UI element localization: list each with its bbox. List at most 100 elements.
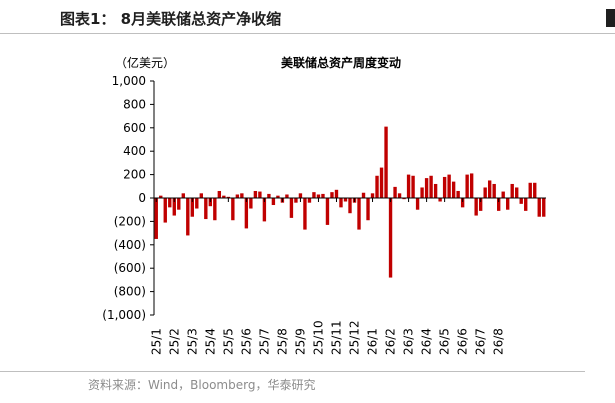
bar (492, 183, 496, 198)
bar (186, 198, 190, 236)
bar (393, 186, 397, 198)
bar (447, 174, 451, 198)
bar (321, 193, 325, 198)
y-tick-label: 800 (123, 97, 146, 111)
x-tick-label: 25/1 (149, 328, 163, 355)
y-tick-label: 200 (123, 168, 146, 182)
x-tick-label: 25/2 (167, 328, 181, 355)
bar (483, 187, 487, 198)
bar (402, 198, 406, 200)
bar (411, 175, 415, 198)
bar (397, 193, 402, 198)
x-tick-label: 25/6 (239, 328, 253, 355)
bar (415, 198, 420, 210)
bar (366, 198, 370, 221)
bar (542, 198, 546, 217)
bottom-rule (0, 371, 585, 372)
y-tick-label: (400) (114, 238, 146, 252)
bar (497, 198, 501, 211)
bar (177, 198, 181, 210)
bar (190, 198, 194, 217)
bar (262, 198, 267, 222)
y-tick-label: (1,000) (102, 308, 146, 322)
x-tick-label: 25/4 (203, 328, 217, 355)
x-tick-label: 25/12 (348, 320, 362, 355)
bar (258, 191, 262, 198)
x-tick-label: 26/8 (492, 328, 506, 355)
y-tick-label: (600) (114, 261, 146, 275)
bar (312, 192, 316, 198)
bar (343, 198, 348, 202)
zero-axis (154, 197, 546, 202)
x-tick-label: 26/3 (402, 328, 416, 355)
x-tick-label: 25/7 (257, 328, 271, 355)
bar (433, 183, 438, 198)
y-tick-label: (800) (114, 285, 146, 299)
bar (451, 181, 456, 198)
x-tick-label: 26/4 (420, 328, 434, 355)
x-tick-label: 25/11 (329, 320, 343, 355)
bar (271, 198, 276, 206)
bar (249, 198, 253, 209)
bar (325, 198, 330, 225)
bar (285, 194, 289, 198)
x-tick-label: 25/10 (311, 320, 325, 355)
bar (195, 198, 199, 209)
y-tick-label: (200) (114, 214, 146, 228)
bar (370, 193, 375, 198)
bar (235, 194, 240, 198)
x-tick-label: 25/5 (221, 328, 235, 355)
bar (460, 198, 465, 208)
bar (420, 187, 424, 198)
bar (267, 193, 271, 198)
bar (429, 175, 433, 198)
bar (154, 198, 158, 239)
bar (226, 196, 231, 198)
bar (438, 198, 442, 202)
y-axis: (1,000) (800) (600) (400) (200) 0 200 400 600 800… (102, 74, 155, 322)
bar (465, 174, 469, 198)
bar (199, 193, 203, 198)
edge-mark (606, 9, 615, 27)
bar (510, 183, 514, 198)
bar (222, 195, 226, 198)
bar (253, 190, 258, 198)
bar (361, 192, 366, 198)
bar (533, 182, 537, 198)
bar (487, 180, 492, 198)
bar (240, 193, 244, 198)
bar (330, 192, 334, 198)
bar (424, 178, 429, 198)
y-tick-label: 400 (123, 144, 146, 158)
bar (231, 198, 235, 221)
bar (334, 189, 339, 198)
bar (379, 167, 384, 198)
bar (294, 198, 298, 203)
bar (519, 198, 523, 204)
chart-title: 美联储总资产周度变动 (281, 55, 401, 70)
bar (307, 198, 312, 203)
bar (357, 198, 361, 230)
bar (375, 175, 379, 198)
bar (163, 198, 167, 223)
bar (478, 198, 483, 211)
bar (213, 198, 217, 221)
bar (524, 198, 528, 211)
bar (348, 198, 352, 214)
bar (244, 198, 249, 229)
bar (303, 198, 307, 230)
x-tick-label: 26/5 (438, 328, 452, 355)
bar (537, 198, 541, 217)
bar (515, 187, 519, 198)
x-tick-label: 26/6 (456, 328, 470, 355)
bar (208, 198, 213, 207)
bar-series (154, 126, 546, 278)
bar (456, 190, 460, 198)
x-tick-label: 26/7 (474, 328, 488, 355)
bar (406, 174, 411, 198)
y-axis-unit-label: （亿美元） (115, 55, 175, 70)
bar (388, 198, 393, 278)
x-tick-label: 26/1 (366, 328, 380, 355)
bar (469, 173, 474, 198)
